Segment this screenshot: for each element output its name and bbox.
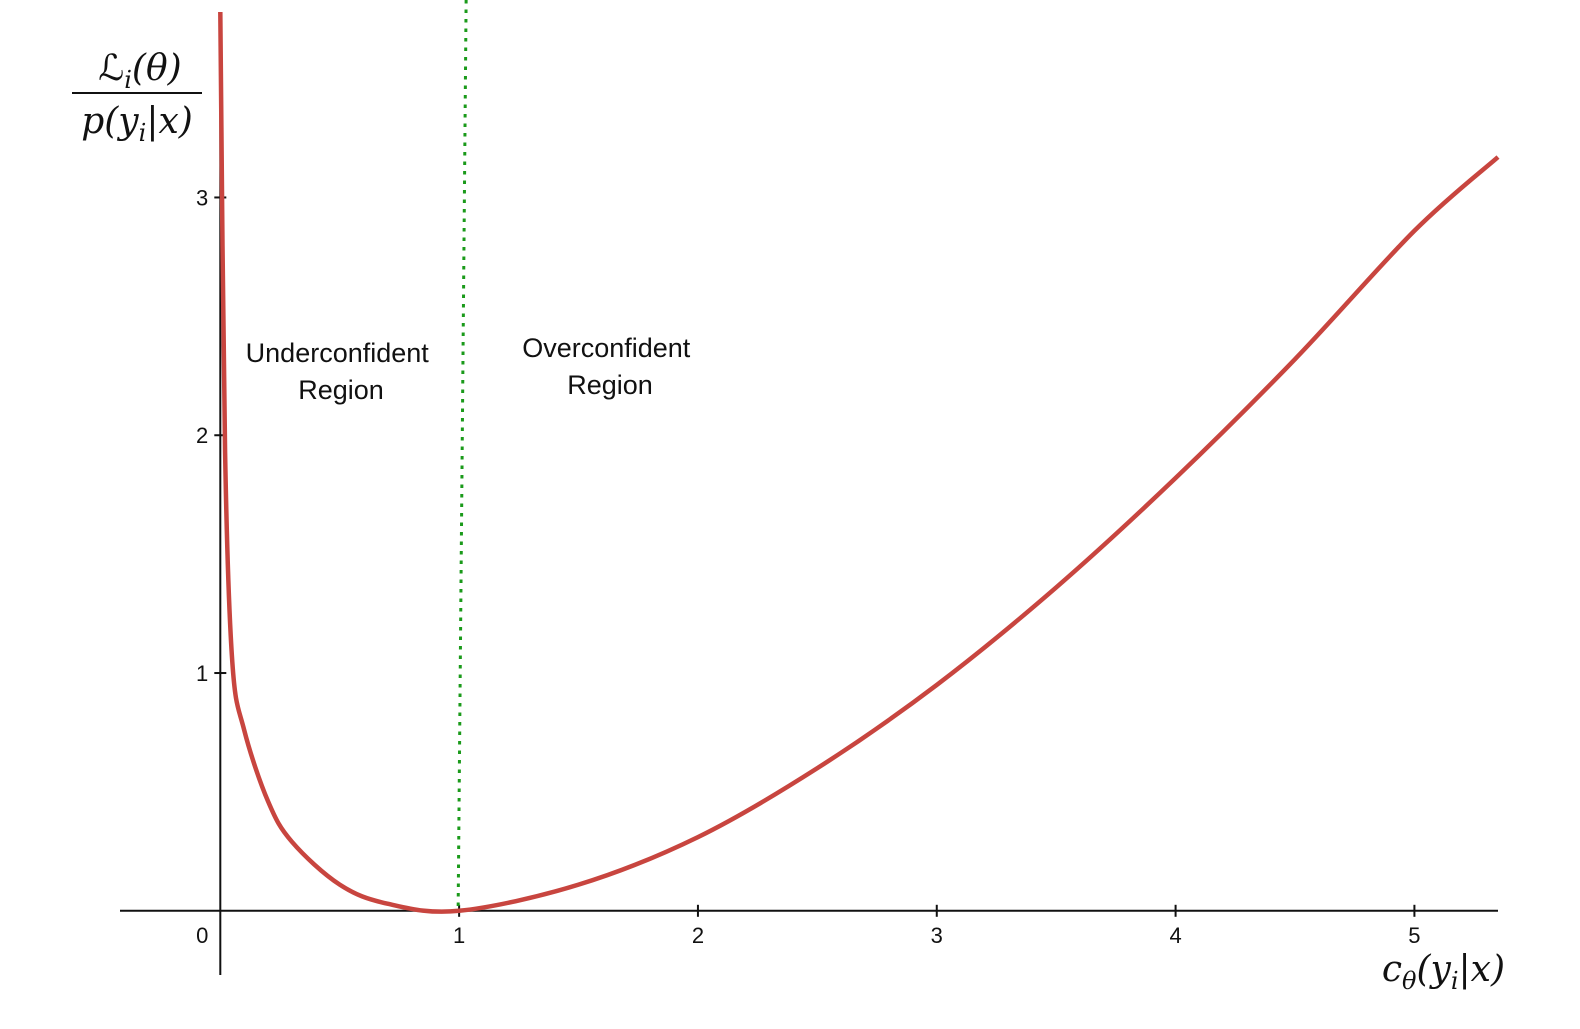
x-axis-label: cθ(yi|x) bbox=[1382, 949, 1505, 995]
axes bbox=[120, 12, 1498, 975]
loss-curve bbox=[218, 11, 1500, 914]
y-tick-label: 1 bbox=[196, 661, 208, 686]
x-tick-label: 5 bbox=[1408, 923, 1420, 948]
x-tick-label: 0 bbox=[196, 923, 208, 948]
axis-ticks: 0 1 2 3 4 5 1 2 3 bbox=[196, 185, 1420, 947]
x-tick-label: 1 bbox=[453, 923, 465, 948]
x-tick-label: 2 bbox=[692, 923, 704, 948]
x-tick-label: 3 bbox=[931, 923, 943, 948]
y-axis-label: ℒi(θ) p(yi|x) bbox=[72, 48, 202, 147]
overconfident-label: Overconfident Region bbox=[522, 333, 698, 400]
y-label-numerator: ℒi(θ) bbox=[98, 48, 181, 94]
underconfident-label: Underconfident Region bbox=[246, 338, 437, 405]
y-tick-label: 2 bbox=[196, 423, 208, 448]
threshold-line-x1 bbox=[456, 0, 468, 911]
x-tick-label: 4 bbox=[1169, 923, 1181, 948]
series-group bbox=[218, 11, 1500, 914]
y-label-denominator: p(yi|x) bbox=[81, 101, 193, 147]
y-tick-label: 3 bbox=[196, 185, 208, 210]
